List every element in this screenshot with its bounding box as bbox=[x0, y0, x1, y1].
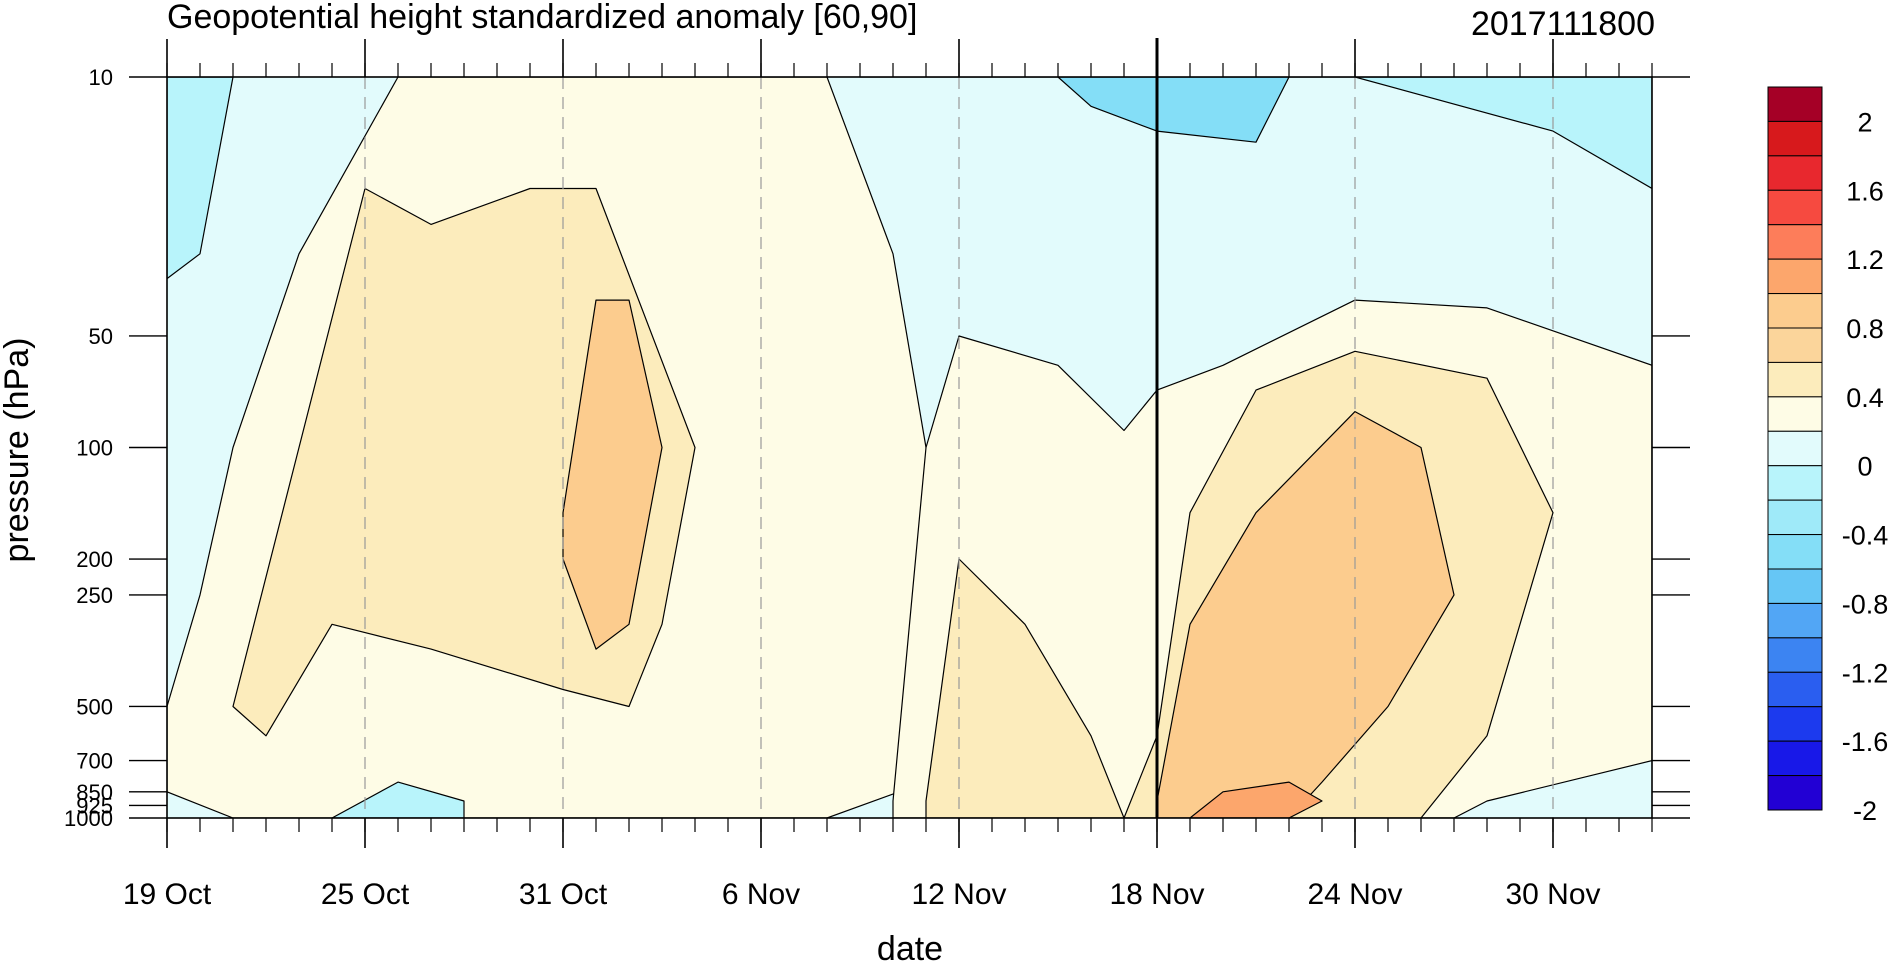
colorbar-box bbox=[1767, 189, 1823, 226]
chart-date-stamp: 2017111800 bbox=[1471, 5, 1655, 43]
colorbar-box bbox=[1767, 568, 1823, 604]
y-tick-label: 100 bbox=[76, 436, 113, 461]
colorbar-box bbox=[1767, 637, 1823, 673]
x-axis-label: date bbox=[877, 930, 943, 963]
colorbar-label: 0.4 bbox=[1846, 383, 1884, 413]
colorbar-box bbox=[1767, 293, 1823, 329]
colorbar-box bbox=[1767, 120, 1823, 157]
colorbar-box bbox=[1767, 86, 1823, 122]
x-tick-label: 12 Nov bbox=[911, 878, 1006, 911]
colorbar-box bbox=[1767, 671, 1823, 708]
x-tick-label: 19 Oct bbox=[123, 878, 212, 911]
colorbar-box bbox=[1767, 327, 1823, 363]
y-tick-label: 500 bbox=[76, 694, 113, 719]
colorbar-label: -1.2 bbox=[1842, 658, 1889, 688]
colorbar-label: 0 bbox=[1857, 452, 1872, 482]
contour-fill-layer bbox=[167, 77, 1652, 818]
colorbar-box bbox=[1767, 155, 1823, 191]
x-tick-label: 6 Nov bbox=[722, 878, 800, 911]
x-tick-label: 31 Oct bbox=[519, 878, 608, 911]
y-tick-label: 925 bbox=[76, 793, 113, 818]
colorbar-box bbox=[1767, 224, 1823, 260]
x-tick-label: 30 Nov bbox=[1505, 878, 1600, 911]
colorbar-box bbox=[1767, 706, 1823, 742]
x-tick-label: 24 Nov bbox=[1307, 878, 1402, 911]
colorbar-box bbox=[1767, 499, 1823, 536]
y-tick-label: 700 bbox=[76, 749, 113, 774]
colorbar-label: 2 bbox=[1857, 107, 1872, 137]
colorbar-label: -2 bbox=[1853, 796, 1877, 826]
contour-region-warm-7 bbox=[1156, 411, 1455, 818]
colorbar-label: -0.8 bbox=[1842, 589, 1889, 619]
contour-region-cold-3 bbox=[331, 781, 465, 818]
y-tick-label: 250 bbox=[76, 583, 113, 608]
colorbar-label: 1.6 bbox=[1846, 176, 1884, 206]
colorbar-label: 1.2 bbox=[1846, 245, 1884, 275]
colorbar-box bbox=[1767, 740, 1823, 777]
plot-axes: 19 Oct 25 Oct 31 Oct 6 Nov 12 Nov 18 Nov 24 No… bbox=[64, 38, 1690, 911]
y-axis-label: pressure (hPa) bbox=[0, 338, 36, 563]
chart-title: Geopotential height standardized anomaly… bbox=[167, 0, 917, 36]
colorbar-box bbox=[1767, 258, 1823, 295]
contour-region-cold-1 bbox=[167, 77, 234, 280]
colorbar-box bbox=[1767, 361, 1823, 398]
y-tick-label: 850 bbox=[76, 780, 113, 805]
colorbar-box bbox=[1767, 465, 1823, 501]
contour-region-warm-6 bbox=[562, 299, 663, 650]
colorbar-box bbox=[1767, 775, 1823, 811]
colorbar-label: -1.6 bbox=[1842, 727, 1889, 757]
y-tick-label: 10 bbox=[89, 65, 113, 90]
x-tick-label: 25 Oct bbox=[321, 878, 410, 911]
y-tick-label: 50 bbox=[89, 324, 113, 349]
contour-region-cold-4 bbox=[1057, 77, 1290, 143]
colorbar-label: -0.4 bbox=[1842, 521, 1889, 551]
colorbar-box bbox=[1767, 430, 1823, 467]
contour-region-warm-8 bbox=[1189, 781, 1323, 818]
colorbar-label: 0.8 bbox=[1846, 314, 1884, 344]
colorbar-box bbox=[1767, 534, 1823, 570]
y-tick-label: 1000 bbox=[64, 806, 113, 831]
contour-region-cold-2 bbox=[859, 77, 1652, 190]
colorbar-box bbox=[1767, 396, 1823, 432]
x-tick-label: 18 Nov bbox=[1109, 878, 1204, 911]
colorbar-box bbox=[1767, 602, 1823, 639]
y-tick-label: 200 bbox=[76, 547, 113, 572]
colorbar-legend: 2 1.6 1.2 0.8 0.4 0 -0.4 -0.8 -1.2 -1.6 -2 bbox=[1767, 86, 1889, 826]
